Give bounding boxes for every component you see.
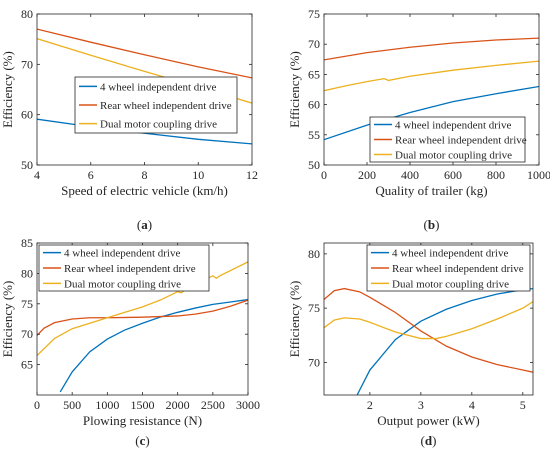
x-tick-label: 4 — [469, 398, 475, 412]
axes-box — [323, 242, 534, 396]
legend: 4 wheel independent drive Rear wheel inde… — [74, 76, 238, 134]
x-tick-label: 400 — [401, 168, 419, 182]
series-line-2 — [37, 299, 248, 336]
x-tick-label: 12 — [246, 168, 258, 182]
y-tick-label: 65 — [308, 67, 320, 81]
y-tick-label: 75 — [308, 301, 320, 315]
series-line-2 — [324, 287, 533, 373]
series-line-1 — [59, 298, 248, 393]
y-tick-label: 70 — [308, 37, 320, 51]
x-tick-label: 5 — [520, 398, 526, 412]
legend-box — [369, 116, 526, 163]
x-axis-label: Output power (kW) — [377, 413, 480, 428]
x-tick-label: 0 — [34, 398, 40, 412]
legend-entry: Dual motor coupling drive — [100, 119, 217, 131]
y-tick-label: 55 — [308, 128, 320, 142]
x-tick-label: 4 — [34, 168, 40, 182]
y-tick-label: 50 — [308, 158, 320, 172]
x-tick-label: 6 — [88, 168, 94, 182]
legend-box — [366, 244, 531, 292]
legend: 4 wheel independent drive Rear wheel inde… — [369, 116, 527, 163]
x-tick-label: 0 — [321, 168, 327, 182]
legend-entry: 4 wheel independent drive — [395, 120, 511, 132]
x-tick-label: 1500 — [131, 398, 155, 412]
legend-box — [74, 76, 238, 134]
panel-label: (a) — [137, 217, 152, 232]
series-line-1 — [356, 287, 533, 395]
legend: 4 wheel independent drive Rear wheel inde… — [366, 244, 531, 292]
series-line-2 — [37, 28, 252, 79]
y-tick-label: 75 — [308, 7, 320, 21]
x-tick-label: 2500 — [201, 398, 225, 412]
y-tick-label: 70 — [21, 57, 33, 71]
series-line-2 — [324, 37, 539, 61]
x-tick-label: 3000 — [236, 398, 260, 412]
y-tick-label: 60 — [308, 98, 320, 112]
legend-entry: Dual motor coupling drive — [395, 150, 512, 162]
legend-entry: 4 wheel independent drive — [64, 248, 180, 260]
series-line-3 — [324, 301, 533, 340]
legend: 4 wheel independent drive Rear wheel inde… — [38, 244, 210, 292]
chart-panel-3: 0 500 1000 1500 2000 2500 3000 65 70 75 80 85 Plowin… — [0, 236, 260, 448]
y-tick-label: 75 — [21, 297, 33, 311]
panel-label: (d) — [421, 433, 437, 448]
y-axis-label: Efficiency (%) — [287, 281, 302, 358]
legend-entry: Rear wheel independent drive — [100, 100, 232, 112]
x-tick-label: 8 — [142, 168, 148, 182]
panel-label: (c) — [135, 433, 149, 448]
y-tick-label: 80 — [21, 266, 33, 280]
legend-box — [38, 244, 210, 292]
legend-entry: 4 wheel independent drive — [392, 248, 508, 260]
legend-entry: Dual motor coupling drive — [392, 278, 509, 290]
series-line-3 — [37, 261, 248, 356]
panel-label: (b) — [424, 217, 440, 232]
y-axis-label: Efficiency (%) — [287, 51, 302, 128]
chart-panel-1: 4 6 8 10 12 50 60 70 80 Speed of electric vehicle… — [0, 7, 258, 232]
x-tick-label: 2000 — [166, 398, 190, 412]
chart-panel-4: 2 3 4 5 70 75 80 Output power (kW) Efficiency (%… — [287, 242, 534, 448]
x-tick-label: 2 — [367, 398, 373, 412]
x-axis-label: Plowing resistance (N) — [83, 413, 202, 428]
x-tick-label: 10 — [192, 168, 204, 182]
y-tick-label: 50 — [21, 158, 33, 172]
axes-box — [323, 13, 540, 166]
legend-entry: 4 wheel independent drive — [100, 81, 216, 93]
y-tick-label: 80 — [21, 7, 33, 21]
y-tick-label: 70 — [308, 355, 320, 369]
y-tick-label: 65 — [21, 358, 33, 372]
legend-entry: Dual motor coupling drive — [64, 278, 181, 290]
x-tick-label: 1000 — [527, 168, 550, 182]
x-tick-label: 800 — [487, 168, 505, 182]
y-tick-label: 70 — [21, 327, 33, 341]
x-tick-label: 200 — [358, 168, 376, 182]
legend-entry: Rear wheel independent drive — [395, 135, 527, 147]
legend-entry: Rear wheel independent drive — [392, 263, 524, 275]
chart-panel-2: 0 200 400 600 800 1000 50 55 60 65 70 75 Quality of … — [287, 7, 550, 232]
x-axis-label: Quality of trailer (kg) — [375, 183, 487, 198]
x-tick-label: 1000 — [95, 398, 119, 412]
y-tick-label: 60 — [21, 108, 33, 122]
y-axis-label: Efficiency (%) — [0, 51, 15, 128]
series-line-3 — [324, 60, 539, 92]
x-tick-label: 3 — [418, 398, 424, 412]
x-axis-label: Speed of electric vehicle (km/h) — [61, 183, 228, 198]
x-tick-label: 500 — [63, 398, 81, 412]
y-axis-label: Efficiency (%) — [0, 281, 15, 358]
y-tick-label: 85 — [21, 236, 33, 250]
y-tick-label: 80 — [308, 247, 320, 261]
x-tick-label: 600 — [444, 168, 462, 182]
legend-entry: Rear wheel independent drive — [64, 263, 196, 275]
series-line-1 — [324, 85, 539, 141]
